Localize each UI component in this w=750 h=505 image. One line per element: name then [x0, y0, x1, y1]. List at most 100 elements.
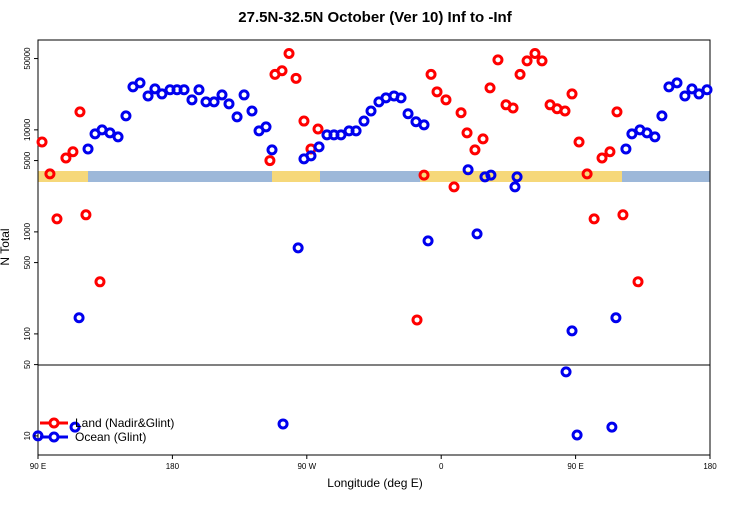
y-tick-label: 100	[23, 327, 32, 341]
point	[477, 133, 489, 145]
point	[626, 128, 638, 140]
point	[649, 131, 661, 143]
point	[156, 88, 168, 100]
point	[663, 81, 675, 93]
point	[610, 312, 622, 324]
point	[507, 102, 519, 114]
point	[536, 55, 548, 67]
point	[411, 314, 423, 326]
point	[573, 136, 585, 148]
x-axis-label: Longitude (deg E)	[327, 476, 422, 490]
point	[529, 48, 541, 60]
y-tick-label: 1000	[23, 222, 32, 240]
point	[509, 181, 521, 193]
point	[120, 110, 132, 122]
point	[462, 164, 474, 176]
point	[231, 111, 243, 123]
point	[596, 152, 608, 164]
point	[266, 144, 278, 156]
point	[238, 89, 250, 101]
point	[479, 171, 491, 183]
y-tick-label: 5000	[23, 151, 32, 169]
point	[260, 121, 272, 133]
point	[521, 55, 533, 67]
point	[632, 276, 644, 288]
surface-strip	[38, 171, 710, 182]
chart-title: 27.5N-32.5N October (Ver 10) Inf to -Inf	[238, 9, 512, 26]
point	[104, 127, 116, 139]
point	[142, 90, 154, 102]
point	[656, 110, 668, 122]
point	[365, 105, 377, 117]
legend-label: Ocean (Glint)	[75, 430, 146, 444]
point	[492, 54, 504, 66]
x-tick-label: 90 E	[30, 462, 46, 471]
point	[611, 106, 623, 118]
point	[566, 325, 578, 337]
point	[448, 181, 460, 193]
point	[264, 155, 276, 167]
y-tick-label: 10000	[23, 118, 32, 141]
legend-label: Land (Nadir&Glint)	[75, 416, 174, 430]
y-axis-label: N Total	[0, 228, 12, 265]
point	[51, 213, 63, 225]
point	[82, 143, 94, 155]
point	[455, 107, 467, 119]
point	[134, 77, 146, 89]
point	[305, 150, 317, 162]
point	[418, 169, 430, 181]
point	[358, 115, 370, 127]
y-tick-label: 50000	[23, 47, 32, 70]
point	[484, 82, 496, 94]
point	[277, 418, 289, 430]
point	[671, 77, 683, 89]
land-strip	[272, 171, 320, 182]
plot-frame	[37, 39, 711, 456]
point	[617, 209, 629, 221]
point	[193, 84, 205, 96]
point	[485, 169, 497, 181]
point	[701, 84, 713, 96]
y-tick-label: 500	[23, 255, 32, 269]
point	[418, 119, 430, 131]
point	[44, 168, 56, 180]
point	[514, 68, 526, 80]
point	[693, 88, 705, 100]
point	[94, 276, 106, 288]
point	[641, 127, 653, 139]
point	[246, 105, 258, 117]
point	[571, 429, 583, 441]
point	[431, 86, 443, 98]
point	[313, 141, 325, 153]
point	[112, 131, 124, 143]
land-strip	[38, 171, 88, 182]
point	[566, 88, 578, 100]
x-tick-label: 180	[703, 462, 717, 471]
point	[298, 115, 310, 127]
point	[350, 125, 362, 137]
point	[290, 72, 302, 84]
point	[74, 106, 86, 118]
point	[208, 96, 220, 108]
point	[511, 171, 523, 183]
x-tick-label: 0	[439, 462, 444, 471]
point	[620, 143, 632, 155]
point	[216, 89, 228, 101]
x-tick-label: 180	[166, 462, 180, 471]
point	[223, 98, 235, 110]
point	[604, 146, 616, 158]
point	[395, 92, 407, 104]
point	[679, 90, 691, 102]
point	[588, 213, 600, 225]
x-tick-label: 90 E	[567, 462, 583, 471]
point	[440, 94, 452, 106]
point	[422, 235, 434, 247]
point	[461, 127, 473, 139]
point	[186, 94, 198, 106]
point	[276, 65, 288, 77]
point	[402, 108, 414, 120]
point	[80, 209, 92, 221]
